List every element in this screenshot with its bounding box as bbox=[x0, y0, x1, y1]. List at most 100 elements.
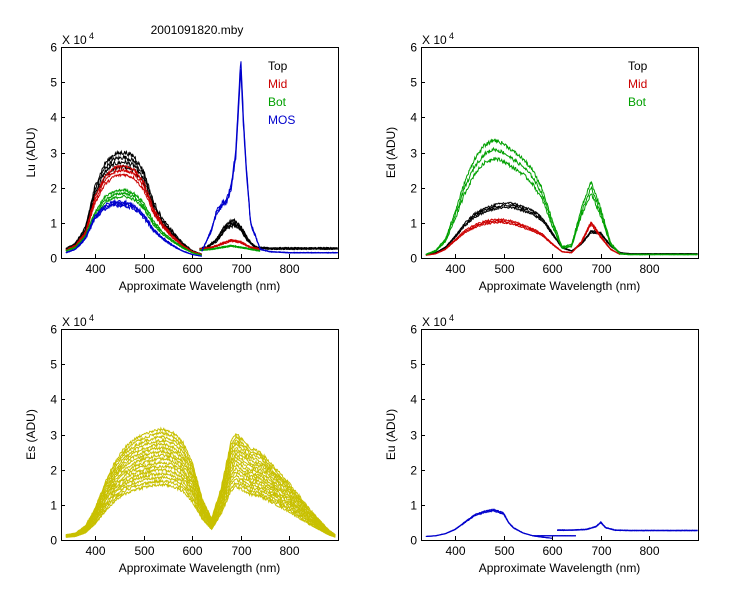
series-line-bot bbox=[425, 146, 698, 256]
series-line-mos bbox=[201, 61, 338, 254]
x-tick-label: 500 bbox=[134, 544, 154, 558]
series-line-es bbox=[65, 437, 336, 536]
x-tick-label: 700 bbox=[231, 544, 251, 558]
y-tick-label: 6 bbox=[410, 41, 417, 55]
y-tick-label: 5 bbox=[50, 76, 57, 90]
series-line-top bbox=[199, 221, 338, 251]
x-tick-label: 400 bbox=[445, 262, 465, 276]
series-mid bbox=[425, 217, 621, 256]
y-tick-label: 0 bbox=[410, 534, 417, 548]
series-line-es bbox=[65, 464, 336, 537]
y-tick-label: 4 bbox=[50, 393, 57, 407]
series-line-bot bbox=[425, 156, 698, 256]
x-tick-label: 600 bbox=[542, 262, 562, 276]
y-tick-label: 1 bbox=[50, 217, 57, 231]
x-tick-label: 800 bbox=[279, 544, 299, 558]
legend-entry-bot: Bot bbox=[268, 95, 287, 109]
x-tick-label: 500 bbox=[494, 544, 514, 558]
y-tick-label: 3 bbox=[50, 147, 57, 161]
y-tick-label: 4 bbox=[50, 111, 57, 125]
y-tick-label: 0 bbox=[410, 252, 417, 266]
series-line-mid bbox=[65, 164, 202, 255]
x-axis-label: Approximate Wavelength (nm) bbox=[479, 561, 641, 575]
series-line-bot bbox=[199, 244, 261, 252]
y-scale-exponent: 4 bbox=[449, 31, 454, 41]
plot-area bbox=[65, 61, 338, 257]
y-scale-exponent: 4 bbox=[449, 313, 454, 323]
x-tick-label: 800 bbox=[639, 262, 659, 276]
series-line-mid bbox=[425, 217, 621, 256]
legend-entry-mid: Mid bbox=[268, 77, 287, 91]
y-tick-label: 6 bbox=[50, 323, 57, 337]
y-tick-label: 2 bbox=[410, 464, 417, 478]
series-mos bbox=[65, 61, 338, 257]
y-axis-label: Es (ADU) bbox=[24, 409, 38, 460]
y-tick-label: 0 bbox=[50, 534, 57, 548]
figure-title: 2001091820.mby bbox=[151, 23, 244, 37]
series-mid bbox=[65, 164, 261, 255]
series-line-top bbox=[65, 153, 202, 255]
y-tick-label: 3 bbox=[410, 147, 417, 161]
x-tick-label: 500 bbox=[134, 262, 154, 276]
x-tick-label: 600 bbox=[182, 544, 202, 558]
series-line-bot bbox=[425, 138, 698, 255]
series-line-bot bbox=[65, 187, 202, 256]
y-tick-label: 4 bbox=[410, 393, 417, 407]
y-tick-label: 1 bbox=[50, 499, 57, 513]
x-tick-label: 700 bbox=[591, 544, 611, 558]
y-tick-label: 6 bbox=[410, 323, 417, 337]
x-tick-label: 500 bbox=[494, 262, 514, 276]
series-line-mid bbox=[199, 238, 261, 250]
y-tick-label: 2 bbox=[50, 464, 57, 478]
series-line-top bbox=[199, 217, 338, 250]
y-tick-label: 5 bbox=[410, 358, 417, 372]
legend-entry-top: Top bbox=[268, 59, 288, 73]
legend-entry-bot: Bot bbox=[628, 95, 647, 109]
y-tick-label: 2 bbox=[410, 182, 417, 196]
y-tick-label: 5 bbox=[410, 76, 417, 90]
x-tick-label: 400 bbox=[85, 262, 105, 276]
series-line-mos bbox=[65, 198, 202, 257]
x-axis-label: Approximate Wavelength (nm) bbox=[119, 561, 281, 575]
y-tick-label: 3 bbox=[50, 429, 57, 443]
y-tick-label: 0 bbox=[50, 252, 57, 266]
series-line-es bbox=[65, 434, 336, 536]
y-scale-exponent: 4 bbox=[89, 31, 94, 41]
series-line-es bbox=[65, 442, 336, 536]
plot-area bbox=[65, 426, 336, 538]
x-axis-label: Approximate Wavelength (nm) bbox=[479, 279, 641, 293]
series-line-es bbox=[65, 456, 336, 537]
series-line-top bbox=[199, 223, 338, 251]
y-tick-label: 3 bbox=[410, 429, 417, 443]
y-scale-label: X 10 bbox=[62, 315, 87, 329]
legend-entry-mos: MOS bbox=[268, 113, 295, 127]
x-tick-label: 400 bbox=[445, 544, 465, 558]
y-tick-label: 1 bbox=[410, 499, 417, 513]
x-tick-label: 600 bbox=[542, 544, 562, 558]
y-scale-label: X 10 bbox=[422, 33, 447, 47]
x-axis-label: Approximate Wavelength (nm) bbox=[119, 279, 281, 293]
y-scale-label: X 10 bbox=[422, 315, 447, 329]
x-tick-label: 800 bbox=[279, 262, 299, 276]
y-tick-label: 6 bbox=[50, 41, 57, 55]
series-line-es bbox=[65, 482, 336, 538]
y-tick-label: 5 bbox=[50, 358, 57, 372]
series-line-eu bbox=[557, 520, 698, 531]
series-line-es bbox=[65, 478, 336, 538]
x-tick-label: 400 bbox=[85, 544, 105, 558]
series-bot bbox=[425, 138, 698, 256]
plot-frame bbox=[421, 329, 699, 541]
plot-frame bbox=[61, 47, 339, 259]
plot-area bbox=[425, 508, 698, 539]
x-tick-label: 800 bbox=[639, 544, 659, 558]
y-tick-label: 4 bbox=[410, 111, 417, 125]
x-tick-label: 700 bbox=[231, 262, 251, 276]
x-tick-label: 700 bbox=[591, 262, 611, 276]
y-tick-label: 1 bbox=[410, 217, 417, 231]
series-line-eu bbox=[425, 508, 552, 539]
series-eu bbox=[425, 508, 698, 539]
